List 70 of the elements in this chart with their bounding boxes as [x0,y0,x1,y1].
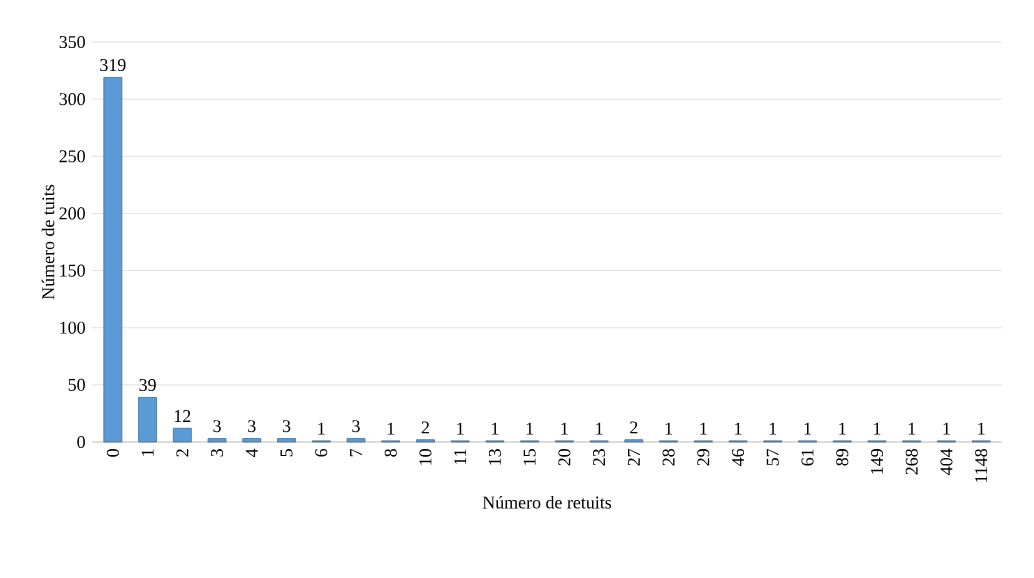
data-label: 2 [421,421,429,434]
x-tick-label: 28 [662,449,675,466]
x-tick-label: 404 [940,448,953,475]
x-tick-label: 29 [697,449,710,466]
y-tick-label: 250 [59,150,85,163]
bar [416,439,435,443]
data-label: 1 [526,422,534,435]
bar [138,397,157,443]
x-tick-label: 8 [384,449,397,457]
data-label: 1 [665,422,672,435]
x-tick-label: 4 [245,448,258,457]
data-label: 1 [874,422,881,435]
data-label: 1 [457,422,464,435]
x-tick-label: 5 [280,449,293,457]
x-tick-label: 46 [732,448,745,466]
data-label: 3 [282,420,291,433]
bar [277,438,296,443]
x-tick-label: 27 [627,448,640,466]
x-tick-label: 13 [488,449,501,465]
y-tick-label: 50 [68,378,85,391]
x-tick-label: 149 [870,449,884,474]
x-tick-label: 1148 [975,449,988,483]
data-label: 3 [352,420,360,433]
x-tick-label: 10 [419,449,432,465]
bar [172,427,192,443]
y-tick-label: 300 [59,93,85,106]
bar [242,438,262,443]
data-label: 1 [769,422,777,435]
data-label: 1 [908,422,916,435]
x-tick-label: 23 [593,449,606,466]
y-axis-title: Número de tuits [41,184,55,300]
data-label: 1 [735,422,742,435]
x-tick-label: 57 [766,448,779,466]
data-label: 1 [978,422,985,435]
data-label: 1 [804,422,811,435]
data-label: 12 [174,410,191,422]
x-tick-label: 3 [211,449,224,457]
x-axis-title: Número de retuits [482,495,612,509]
x-tick-label: 15 [523,449,536,465]
x-tick-label: 6 [315,448,328,457]
x-tick-label: 268 [905,449,918,475]
data-label: 1 [318,422,325,435]
x-tick-label: 61 [801,449,814,466]
data-label: 1 [491,422,499,435]
data-label: 319 [100,59,126,72]
bar [624,439,644,443]
data-label: 2 [630,421,638,434]
data-label: 1 [387,422,395,435]
data-label: 1 [943,422,950,435]
x-tick-label: 7 [350,448,362,457]
y-tick-label: 150 [60,264,85,277]
data-label: 3 [213,420,221,433]
x-tick-label: 1 [141,449,154,456]
x-tick-label: 20 [558,449,571,466]
data-label: 3 [248,420,256,433]
data-label: 39 [139,379,156,392]
data-label: 1 [596,422,603,435]
x-tick-label: 2 [176,449,189,457]
bar [103,77,123,443]
x-tick-label: 89 [836,449,849,466]
y-tick-label: 350 [59,35,85,49]
y-tick-label: 100 [60,321,85,334]
x-tick-label: 11 [454,449,467,465]
data-label: 1 [839,422,846,435]
data-label: 1 [561,422,568,435]
x-tick-label: 0 [106,449,119,457]
y-tick-label: 200 [59,207,85,220]
bar [207,438,227,443]
data-label: 1 [700,422,707,435]
bar [346,438,366,443]
